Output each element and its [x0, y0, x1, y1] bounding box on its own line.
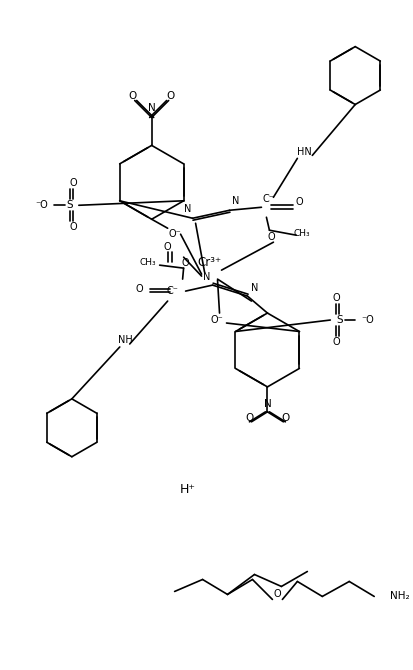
Text: C⁻: C⁻ [262, 194, 274, 204]
Text: HN: HN [296, 147, 311, 157]
Text: O: O [69, 178, 76, 188]
Text: O: O [164, 242, 171, 252]
Text: O: O [135, 284, 143, 294]
Text: N: N [263, 399, 271, 409]
Text: O: O [128, 90, 137, 100]
Text: O: O [280, 413, 289, 423]
Text: ⁻O: ⁻O [361, 315, 373, 325]
Text: O: O [245, 413, 253, 423]
Text: O⁻: O⁻ [210, 315, 223, 325]
Text: O: O [267, 232, 275, 243]
Text: S: S [335, 315, 342, 325]
Text: N: N [202, 272, 210, 282]
Text: CH₃: CH₃ [139, 258, 156, 267]
Text: NH: NH [118, 335, 133, 345]
Text: O: O [295, 197, 302, 207]
Text: N: N [183, 204, 191, 214]
Text: O: O [181, 258, 189, 268]
Text: CH₃: CH₃ [292, 228, 309, 238]
Text: H⁺: H⁺ [179, 483, 195, 496]
Text: O: O [166, 90, 174, 100]
Text: N: N [147, 103, 155, 113]
Text: O: O [273, 590, 280, 600]
Text: Cr³⁺: Cr³⁺ [197, 256, 221, 269]
Text: O⁻: O⁻ [168, 229, 180, 239]
Text: N: N [231, 196, 239, 206]
Text: NH₂: NH₂ [389, 592, 409, 602]
Text: C⁻: C⁻ [166, 286, 178, 296]
Text: ⁻O: ⁻O [35, 200, 48, 210]
Text: O: O [69, 222, 76, 232]
Text: N: N [250, 283, 258, 293]
Text: O: O [332, 337, 339, 347]
Text: S: S [66, 200, 73, 210]
Text: O: O [332, 293, 339, 303]
